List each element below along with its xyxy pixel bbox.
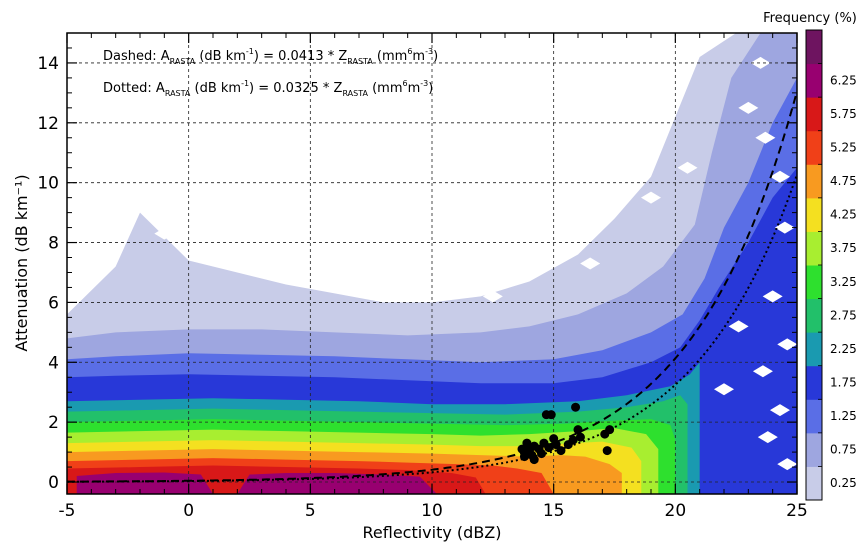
observation-point: [575, 432, 585, 442]
observation-point: [519, 452, 529, 462]
colorbar-label: 4.75: [830, 174, 857, 188]
heatmap-gap: [482, 290, 503, 303]
y-tick-label: 2: [48, 413, 59, 433]
colorbar-swatch: [806, 298, 822, 333]
heatmap-gap: [397, 287, 418, 300]
x-tick-label: 15: [543, 501, 565, 521]
observation-point: [568, 435, 578, 445]
heatmap-gap: [769, 404, 790, 417]
observation-point: [544, 443, 554, 453]
colorbar-label: 1.25: [830, 409, 857, 423]
heatmap-gap: [190, 245, 211, 258]
colorbar-swatch: [806, 332, 822, 367]
x-tick-label: 5: [305, 501, 316, 521]
x-tick-label: 10: [421, 501, 443, 521]
y-tick-label: 6: [48, 293, 59, 313]
observation-point: [537, 449, 546, 459]
colorbar-swatch: [806, 399, 822, 434]
heatmap-gap: [154, 227, 175, 240]
observation-point: [573, 425, 583, 435]
observation-point: [551, 440, 561, 450]
colorbar-swatch: [806, 365, 822, 400]
observation-point: [571, 402, 581, 412]
heatmap-gap: [755, 131, 776, 144]
y-tick-label: 4: [48, 353, 59, 373]
fit-curves: [67, 90, 797, 483]
colorbar-swatch: [806, 164, 822, 199]
y-axis-title: Attenuation (dB km⁻¹): [12, 174, 31, 351]
x-tick-label: 0: [183, 501, 194, 521]
colorbar-swatch: [806, 30, 822, 65]
observation-point: [556, 446, 566, 456]
heatmap-gap: [728, 320, 749, 333]
observation-point: [546, 410, 556, 420]
y-tick-label: 0: [48, 473, 59, 493]
colorbar-label: 3.25: [830, 275, 857, 289]
heatmap-gap: [769, 170, 790, 183]
heatmap-gap: [750, 56, 771, 69]
heatmap-gap: [738, 101, 759, 114]
colorbar-label: 2.75: [830, 308, 857, 322]
annotation-dotted: Dotted: ARASTA (dB km-1) = 0.0325 * ZRAS…: [103, 79, 433, 98]
heatmap-gap: [752, 365, 773, 378]
annotation-dashed: Dashed: ARASTA (dB km-1) = 0.0413 * ZRAS…: [103, 47, 438, 66]
observation-points: [517, 402, 615, 465]
colorbar: 0.25 0.75 1.25 1.75 2.25 2.75 3.25 3.75 4.25 4.75…: [805, 29, 857, 501]
observation-point: [522, 438, 532, 448]
colorbar-label: 6.25: [830, 73, 857, 87]
observation-point: [517, 444, 527, 454]
colorbar-label: 4.25: [830, 208, 857, 222]
colorbar-label: 5.25: [830, 141, 857, 155]
heatmap-gap: [774, 221, 795, 234]
band-level12b: [237, 473, 437, 494]
colorbar-label: 2.25: [830, 342, 857, 356]
colorbar-swatch: [806, 97, 822, 132]
x-tick-label: -5: [59, 501, 76, 521]
colorbar-swatch: [806, 130, 822, 165]
x-tick-label: 25: [786, 501, 808, 521]
heatmap-gap: [757, 431, 778, 444]
colorbar-swatch: [806, 231, 822, 266]
y-tick-label: 8: [48, 234, 59, 254]
observation-point: [602, 446, 612, 456]
colorbar-title: Frequency (%): [763, 11, 857, 26]
heatmap-gap: [641, 191, 661, 204]
colorbar-swatch: [806, 265, 822, 300]
colorbar-swatch: [806, 197, 822, 232]
heatmap-gap: [251, 248, 272, 261]
observation-point: [605, 425, 615, 435]
x-axis-title: Reflectivity (dBZ): [363, 523, 502, 542]
x-tick-label: 20: [665, 501, 687, 521]
colorbar-swatch: [806, 466, 822, 501]
colorbar-swatch: [806, 432, 822, 467]
y-tick-label: 12: [37, 114, 59, 134]
fit-curve-dotted: [67, 174, 797, 483]
y-tick-label: 14: [37, 54, 59, 74]
frequency-heatmap: [67, 33, 797, 494]
colorbar-label: 3.75: [830, 241, 857, 255]
colorbar-label: 5.75: [830, 107, 857, 121]
colorbar-label: 1.75: [830, 376, 857, 390]
heatmap-gap: [677, 161, 698, 174]
heatmap-gap: [714, 383, 734, 396]
heatmap-gap: [762, 290, 783, 303]
colorbar-label: 0.75: [830, 443, 857, 457]
colorbar-label: 0.25: [830, 476, 857, 490]
heatmap-gap: [336, 278, 357, 291]
heatmap-gap: [580, 257, 601, 270]
colorbar-swatch: [806, 63, 822, 98]
band-level12a: [76, 472, 213, 494]
y-tick-label: 10: [37, 174, 59, 194]
observation-point: [529, 455, 539, 465]
